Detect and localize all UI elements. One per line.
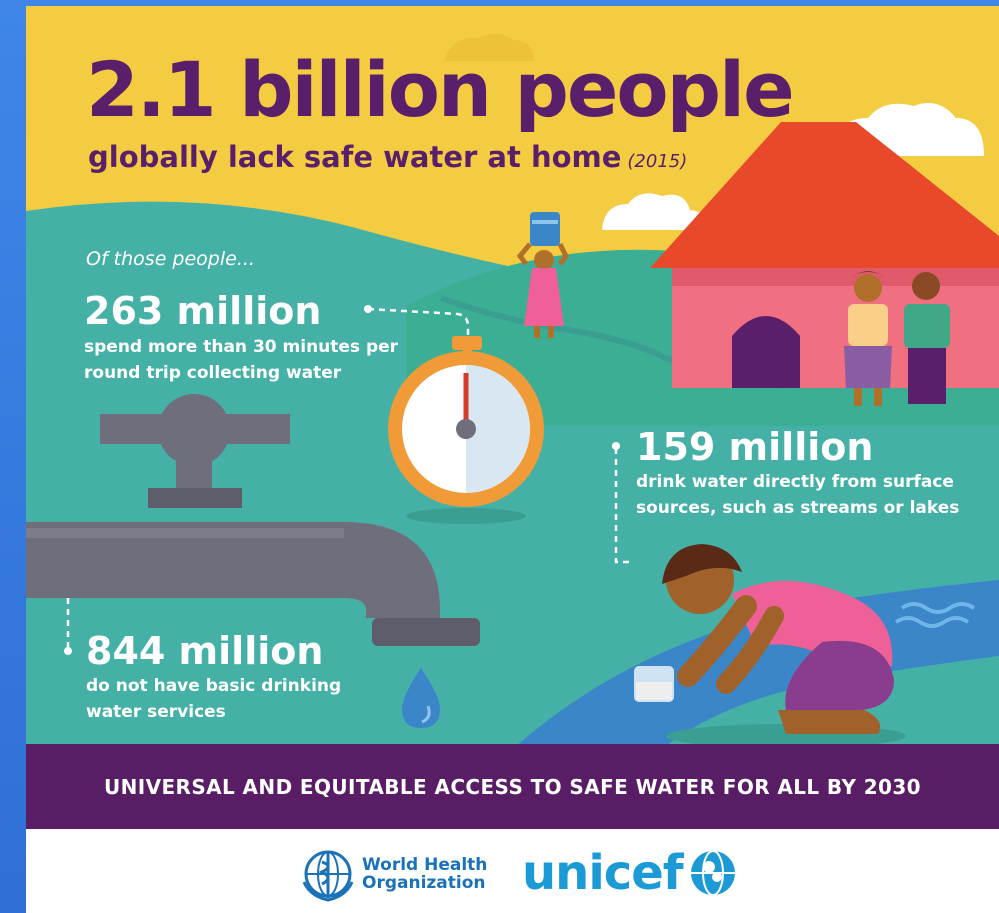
background-illustration bbox=[26, 6, 999, 746]
intro-text: Of those people... bbox=[86, 248, 255, 270]
who-name-line1: World Health bbox=[362, 855, 488, 876]
goal-text: UNIVERSAL AND EQUITABLE ACCESS TO SAFE W… bbox=[104, 774, 921, 799]
who-emblem-icon bbox=[302, 850, 354, 902]
connector-263 bbox=[367, 307, 470, 346]
stat-263-description: spend more than 30 minutes per round tri… bbox=[84, 337, 399, 383]
stat-159-value: 159 million bbox=[636, 425, 874, 469]
cloud-icon bbox=[444, 33, 534, 61]
headline-year: (2015) bbox=[627, 151, 688, 172]
faucet-icon bbox=[26, 394, 480, 646]
infographic: 2.1 billion people globally lack safe wa… bbox=[26, 6, 999, 913]
stopwatch-icon bbox=[388, 336, 544, 524]
person-drinking-illustration bbox=[634, 544, 906, 746]
headline-sub: globally lack safe water at home (2015) bbox=[88, 140, 688, 174]
stat-263-value: 263 million bbox=[84, 289, 322, 333]
goal-banner: UNIVERSAL AND EQUITABLE ACCESS TO SAFE W… bbox=[26, 744, 999, 829]
footer-logos: World Health Organization unicef bbox=[26, 829, 999, 913]
cloud-icon bbox=[602, 193, 709, 230]
unicef-logo: unicef bbox=[522, 843, 739, 903]
family-illustration bbox=[844, 271, 950, 406]
stat-844-description: do not have basic drinking water service… bbox=[86, 676, 342, 722]
headline-sub-text: globally lack safe water at home bbox=[88, 140, 622, 174]
wave-icon bbox=[894, 616, 970, 628]
unicef-emblem-icon bbox=[690, 850, 735, 896]
who-name: World Health Organization bbox=[362, 855, 488, 893]
headline-main: 2.1 billion people bbox=[86, 45, 795, 134]
water-carrier-illustration bbox=[516, 212, 569, 338]
stat-844-value: 844 million bbox=[86, 629, 324, 673]
who-logo: World Health Organization bbox=[300, 847, 490, 903]
stat-159-description: drink water directly from surface source… bbox=[636, 472, 960, 518]
who-name-line2: Organization bbox=[362, 873, 486, 893]
unicef-wordmark: unicef bbox=[522, 845, 684, 901]
house-icon bbox=[650, 122, 999, 388]
connector-159 bbox=[614, 448, 634, 564]
wave-icon bbox=[900, 602, 976, 614]
